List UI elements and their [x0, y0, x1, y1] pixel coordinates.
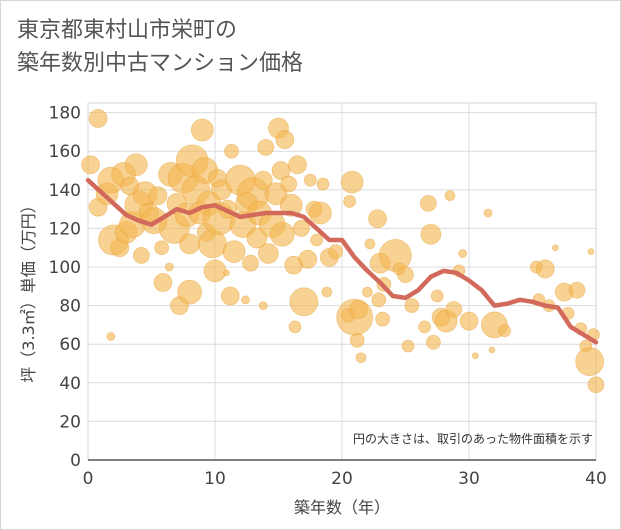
data-bubble [222, 240, 246, 263]
data-bubble [190, 118, 214, 142]
data-bubble [420, 223, 442, 245]
data-bubble [371, 292, 387, 308]
data-bubble [488, 346, 496, 354]
y-tick-label: 40 [59, 374, 81, 394]
data-bubble [203, 259, 227, 283]
x-tick-label: 20 [331, 469, 353, 489]
data-bubble [471, 352, 479, 360]
data-bubble [257, 243, 279, 264]
chart-annotation: 円の大きさは、取引のあった物件面積を示す [353, 431, 593, 446]
data-bubble [81, 155, 100, 175]
x-tick-label: 40 [585, 469, 607, 489]
y-tick-label: 80 [59, 297, 81, 317]
data-bubble [224, 143, 239, 159]
data-bubble [280, 175, 298, 193]
data-bubble [343, 195, 357, 208]
data-bubble [364, 238, 376, 250]
data-bubble [288, 320, 302, 334]
data-bubble [154, 240, 170, 256]
chart-title: 東京都東村山市栄町の 築年数別中古マンション価格 [17, 14, 303, 80]
data-bubble [535, 259, 555, 279]
data-bubble [241, 295, 250, 305]
trend [85, 177, 599, 345]
y-tick-label: 100 [49, 258, 81, 278]
data-bubble [271, 161, 291, 180]
data-bubble [340, 170, 364, 194]
y-tick-label: 60 [59, 335, 81, 355]
y-tick-label: 180 [49, 104, 81, 124]
data-bubble [310, 233, 324, 247]
data-bubble [587, 248, 595, 255]
data-bubble [498, 324, 511, 338]
data-bubble [88, 109, 108, 128]
y-tick-label: 0 [70, 451, 81, 471]
y-tick-label: 140 [49, 181, 81, 201]
data-bubble [269, 221, 295, 247]
chart-title-line-1: 東京都東村山市栄町の [17, 18, 238, 43]
ticks: 0 20 40 60 80 100 120 140 160 180 0 10 20 30 40 [49, 104, 607, 489]
data-bubble [349, 300, 368, 319]
data-bubble [132, 247, 150, 264]
y-axis-label: 坪（3.3㎡）単価（万円） [19, 197, 38, 382]
data-bubble [292, 220, 310, 237]
data-bubble [430, 289, 444, 303]
data-bubble [368, 209, 387, 229]
bubbles [81, 109, 605, 394]
data-bubble [220, 286, 240, 306]
data-bubble [419, 194, 437, 212]
data-bubble [551, 244, 559, 252]
data-bubble [153, 273, 173, 292]
data-bubble [355, 352, 367, 364]
data-bubble [177, 279, 203, 305]
y-tick-label: 20 [59, 412, 81, 432]
data-bubble [253, 170, 273, 190]
data-bubble [303, 173, 317, 187]
data-bubble [106, 332, 116, 341]
data-bubble [458, 249, 468, 258]
x-tick-label: 10 [204, 469, 226, 489]
data-bubble [124, 153, 148, 177]
data-bubble [404, 298, 420, 314]
y-tick-label: 120 [49, 219, 81, 239]
data-bubble [321, 286, 333, 298]
x-tick-label: 0 [83, 469, 94, 489]
data-bubble [349, 332, 365, 348]
data-bubble [483, 208, 493, 218]
data-bubble [298, 249, 318, 269]
data-bubble [445, 301, 463, 318]
data-bubble [575, 347, 605, 376]
data-bubble [288, 155, 307, 175]
y-tick-label: 160 [49, 142, 81, 162]
data-bubble [275, 130, 295, 150]
trend-line [85, 177, 599, 345]
data-bubble [418, 320, 431, 334]
data-bubble [164, 262, 174, 272]
data-bubble [179, 233, 201, 255]
data-bubble [459, 311, 479, 331]
data-bubble [258, 301, 268, 311]
data-bubble [289, 287, 319, 317]
data-bubble [328, 244, 344, 259]
x-tick-label: 30 [458, 469, 480, 489]
data-bubble [568, 281, 586, 299]
data-bubble [257, 138, 275, 156]
data-bubble [316, 177, 330, 191]
data-bubble [401, 339, 415, 353]
data-bubble [375, 311, 391, 327]
data-bubble [148, 186, 168, 206]
data-bubble [223, 269, 230, 277]
chart-title-line-2: 築年数別中古マンション価格 [17, 51, 304, 76]
data-bubble [242, 254, 259, 272]
data-bubble [397, 266, 414, 284]
data-bubble [587, 376, 605, 394]
data-bubble [444, 190, 456, 202]
data-bubble [361, 286, 373, 298]
data-bubble [426, 334, 441, 350]
data-bubble [309, 201, 332, 225]
x-axis-label: 築年数（年） [294, 498, 390, 517]
